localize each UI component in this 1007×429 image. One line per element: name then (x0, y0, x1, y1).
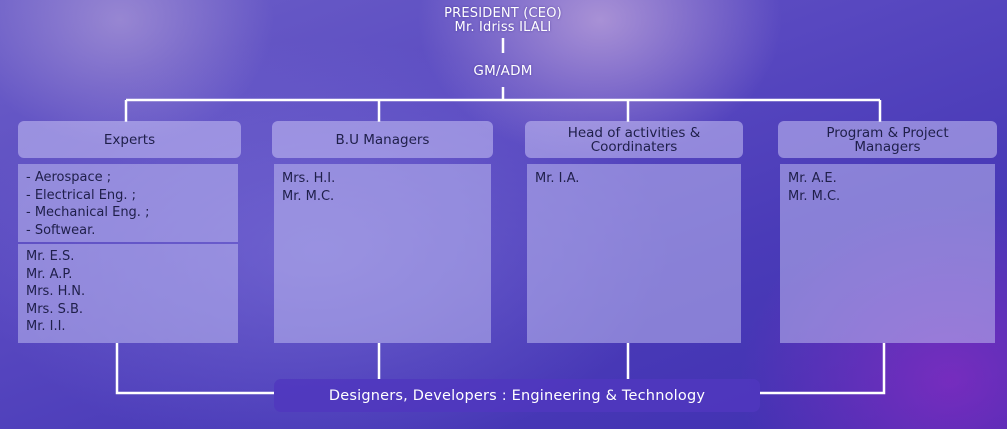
head-of-activities-box: Mr. I.A. (527, 164, 741, 343)
experts-members-box: Mr. E.S. Mr. A.P. Mrs. H.N. Mrs. S.B. Mr… (18, 244, 238, 343)
header-experts: Experts (18, 121, 241, 158)
experts-member: Mr. A.P. (26, 266, 73, 282)
bu-managers-box: Mrs. H.I. Mr. M.C. (274, 164, 491, 343)
bu-managers-member: Mr. M.C. (282, 188, 335, 204)
experts-member: Mr. I.I. (26, 319, 66, 334)
program-managers-member: Mr. M.C. (788, 188, 841, 204)
program-managers-member: Mr. A.E. (788, 171, 837, 186)
experts-field: - Softwear. (26, 222, 96, 238)
header-program-managers: Program & Project Managers (778, 121, 997, 158)
experts-fields-box: - Aerospace ; - Electrical Eng. ; - Mech… (18, 164, 238, 242)
gm-adm-label: GM/ADM (473, 63, 533, 79)
connector-bottom-right (760, 343, 886, 395)
program-managers-box: Mr. A.E. Mr. M.C. (780, 164, 995, 343)
header-program-line: Managers (854, 138, 921, 155)
header-bu-managers-label: B.U Managers (335, 131, 430, 148)
president-name: Mr. Idriss ILALI (454, 20, 552, 35)
designers-developers-bar: Designers, Developers : Engineering & Te… (274, 379, 760, 412)
header-head-line: Coordinaters (590, 138, 678, 155)
header-program-line: Program & Project (826, 124, 949, 141)
connector-bottom-left (115, 343, 274, 395)
header-experts-label: Experts (103, 131, 156, 148)
experts-member: Mr. E.S. (26, 249, 75, 264)
header-bu-managers: B.U Managers (272, 121, 493, 158)
head-of-activities-member: Mr. I.A. (535, 171, 580, 186)
experts-field: - Electrical Eng. ; (26, 187, 137, 203)
experts-member: Mrs. S.B. (26, 301, 84, 317)
header-head-line: Head of activities & (567, 124, 701, 141)
president-role: PRESIDENT (CEO) (444, 6, 562, 21)
header-head-of-activities: Head of activities & Coordinaters (525, 121, 743, 158)
president-box: PRESIDENT (CEO) Mr. Idriss ILALI (403, 7, 603, 35)
experts-field: - Mechanical Eng. ; (26, 205, 150, 220)
designers-developers-label: Designers, Developers : Engineering & Te… (328, 387, 706, 404)
bu-managers-member: Mrs. H.I. (282, 171, 336, 186)
experts-member: Mrs. H.N. (26, 284, 86, 299)
experts-field: - Aerospace ; (26, 170, 112, 185)
